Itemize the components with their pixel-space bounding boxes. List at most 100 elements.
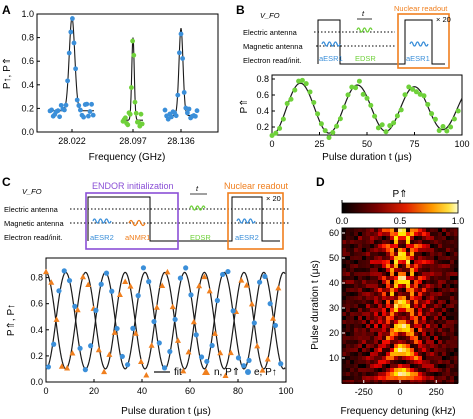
panel-d-heat-cell xyxy=(430,352,434,356)
panel-d-heat-cell xyxy=(450,312,454,316)
panel-b-xtick-label: 75 xyxy=(409,139,419,149)
panel-d-heat-cell xyxy=(374,292,378,296)
panel-d-heat-cell xyxy=(410,288,414,292)
panel-b-nuclear-readout-box xyxy=(397,13,450,69)
panel-d-heat-cell xyxy=(442,304,446,308)
panel-c-nuclear-point xyxy=(169,303,176,310)
panel-d-heat-cell xyxy=(406,228,410,232)
panel-d-heat-cell xyxy=(454,300,458,304)
panel-d-heat-cell xyxy=(370,340,374,344)
panel-d-heat-cell xyxy=(434,268,438,272)
panel-c-electron-point xyxy=(109,288,115,294)
panel-d-heat-cell xyxy=(394,268,398,272)
panel-b-nuclear-readout-label: Nuclear readout xyxy=(394,4,448,13)
panel-d-heat-cell xyxy=(442,232,446,236)
panel-d-heat-cell xyxy=(358,336,362,340)
panel-d-heat-cell xyxy=(434,308,438,312)
panel-d-heat-cell xyxy=(394,364,398,368)
panel-d-heat-cell xyxy=(410,324,414,328)
panel-d-heat-cell xyxy=(374,328,378,332)
panel-d-heat-cell xyxy=(358,288,362,292)
panel-d-heat-cell xyxy=(370,244,374,248)
panel-d-heat-cell xyxy=(450,292,454,296)
panel-d-heat-cell xyxy=(390,312,394,316)
panel-d-heat-cell xyxy=(410,336,414,340)
panel-d-heat-cell xyxy=(406,324,410,328)
panel-d-heat-cell xyxy=(410,256,414,260)
panel-d-heat-cell xyxy=(418,348,422,352)
panel-d-heat-cell xyxy=(418,264,422,268)
panel-d-heat-cell xyxy=(402,312,406,316)
panel-d-heat-cell xyxy=(454,364,458,368)
panel-d-heat-cell xyxy=(406,320,410,324)
panel-d-heat-cell xyxy=(402,276,406,280)
panel-d-heat-cell xyxy=(390,324,394,328)
panel-d-heat-cell xyxy=(450,296,454,300)
panel-d-heat-cell xyxy=(374,308,378,312)
panel-d-heat-cell xyxy=(350,300,354,304)
panel-d-heat-cell xyxy=(370,316,374,320)
panel-c-electron-point xyxy=(56,288,62,294)
panel-d-heat-cell xyxy=(366,308,370,312)
panel-d-heat-cell xyxy=(346,244,350,248)
panel-a-data-point xyxy=(186,106,192,112)
panel-d-heat-cell xyxy=(342,312,346,316)
panel-c-nuclear-point xyxy=(127,283,134,289)
panel-d-heat-cell xyxy=(454,360,458,364)
panel-d-heat-cell xyxy=(382,372,386,376)
panel-d-heat-cell xyxy=(430,308,434,312)
panel-a-data-point xyxy=(131,52,137,58)
panel-b-data-point xyxy=(372,113,378,119)
panel-d-heat-cell xyxy=(354,240,358,244)
panel-d-heat-cell xyxy=(434,304,438,308)
legend-nuclear-label: n, P⇑ xyxy=(214,367,240,378)
panel-d-heat-cell xyxy=(354,336,358,340)
panel-d-heat-cell xyxy=(386,360,390,364)
panel-d-heat-cell xyxy=(438,228,442,232)
panel-d-heat-cell xyxy=(394,252,398,256)
panel-d-heat-cell xyxy=(346,364,350,368)
panel-d-heat-cell xyxy=(350,228,354,232)
panel-d-heat-cell xyxy=(406,276,410,280)
panel-d-heat-cell xyxy=(354,328,358,332)
panel-d-heat-cell xyxy=(450,352,454,356)
panel-c-ytick-label: 0.6 xyxy=(30,299,43,309)
panel-d-heat-cell xyxy=(430,252,434,256)
panel-d-heat-cell xyxy=(370,260,374,264)
panel-b-readout-trace xyxy=(317,19,445,65)
panel-d-heat-cell xyxy=(350,372,354,376)
panel-d-heat-cell xyxy=(350,376,354,380)
panel-c-electron-point xyxy=(93,307,99,313)
panel-d-heat-cell xyxy=(410,300,414,304)
panel-d-heat-cell xyxy=(406,380,410,384)
panel-d-heat-cell xyxy=(454,376,458,380)
panel-d-heat-cell xyxy=(358,352,362,356)
panel-d-heat-cell xyxy=(366,324,370,328)
panel-d-heat-cell xyxy=(426,324,430,328)
panel-c-electron-point xyxy=(183,265,189,271)
panel-d-heat-cell xyxy=(410,332,414,336)
panel-d-heat-cell xyxy=(402,284,406,288)
panel-d-heat-cell xyxy=(346,228,350,232)
panel-d-heat-cell xyxy=(434,260,438,264)
panel-d-heat-cell xyxy=(418,320,422,324)
panel-d-heat-cell xyxy=(418,228,422,232)
panel-d-heat-cell xyxy=(426,336,430,340)
panel-d-heat-cell xyxy=(354,296,358,300)
panel-d-heat-cell xyxy=(346,312,350,316)
panel-a-data-point xyxy=(130,38,136,44)
panel-d-heat-cell xyxy=(430,336,434,340)
panel-letter-b: B xyxy=(236,3,245,17)
panel-d-heat-cell xyxy=(454,256,458,260)
panel-d-heat-cell xyxy=(378,248,382,252)
panel-d-heat-cell xyxy=(366,332,370,336)
panel-d-heat-cell xyxy=(350,364,354,368)
panel-d-heat-cell xyxy=(414,316,418,320)
panel-d-heat-cell xyxy=(434,312,438,316)
panel-d-heat-cell xyxy=(354,276,358,280)
panel-d-heat-cell xyxy=(390,352,394,356)
panel-a-data-point xyxy=(66,50,72,56)
panel-d-heat-cell xyxy=(390,372,394,376)
panel-d-heat-cell xyxy=(342,244,346,248)
panel-d-heat-cell xyxy=(390,300,394,304)
